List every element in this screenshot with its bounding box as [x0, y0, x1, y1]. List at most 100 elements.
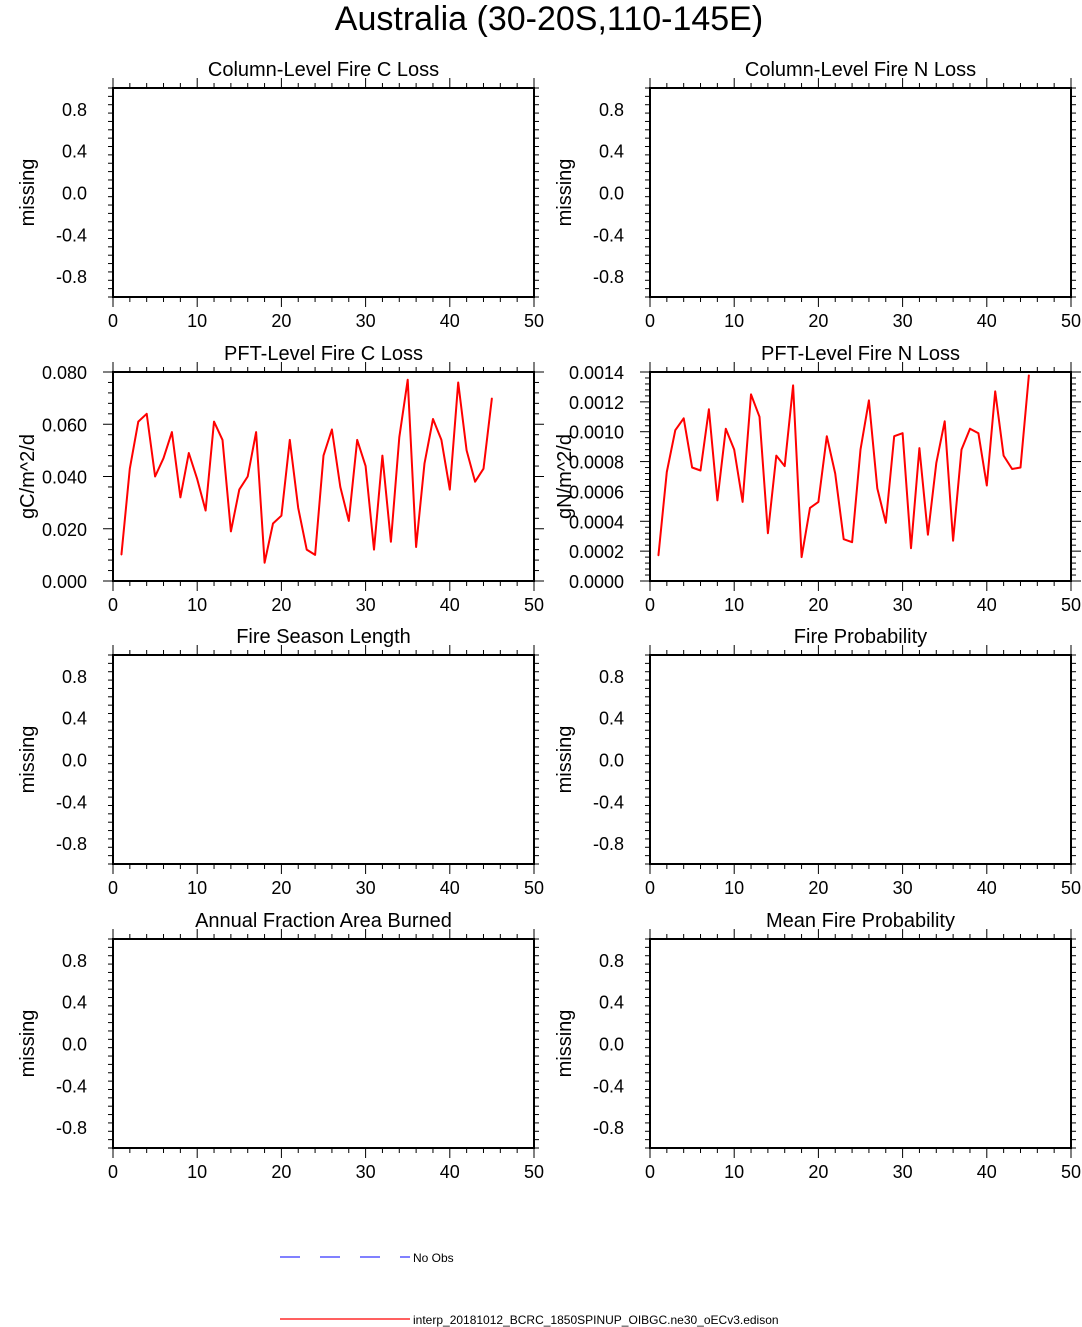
- data-point: [432, 418, 434, 420]
- x-tick-label: 40: [440, 878, 460, 898]
- x-tick-label: 30: [356, 878, 376, 898]
- y-tick-label: 0.0008: [569, 453, 624, 473]
- plot-frame: [112, 371, 535, 582]
- data-point: [129, 468, 131, 470]
- data-point: [339, 486, 341, 488]
- y-tick-label: 0.040: [42, 468, 87, 488]
- panel-6: Fire Probability missing 0 10 20 30 40 50 0.8 0.4…: [554, 626, 1081, 898]
- data-point: [482, 468, 485, 470]
- plot-frame: [649, 938, 1072, 1149]
- y-axis-label: missing: [17, 159, 39, 227]
- x-tick-label: 10: [187, 1162, 207, 1182]
- data-point: [902, 432, 904, 434]
- x-tick-label: 10: [724, 595, 744, 615]
- data-point: [390, 541, 392, 543]
- data-point: [994, 390, 996, 393]
- data-point: [876, 487, 878, 490]
- x-tick-label: 50: [1061, 1162, 1081, 1182]
- y-tick-label: 0.0006: [569, 482, 624, 502]
- data-point: [474, 481, 476, 483]
- y-tick-label: 0.4: [62, 142, 87, 162]
- data-point: [944, 420, 946, 422]
- data-point: [491, 397, 493, 399]
- data-point: [179, 496, 181, 498]
- data-point: [657, 555, 660, 557]
- data-point: [449, 488, 451, 491]
- data-point: [885, 522, 887, 524]
- data-point: [859, 449, 862, 451]
- x-tick-label: 40: [977, 595, 997, 615]
- plot-frame: [649, 87, 1072, 298]
- y-tick-label: 0.4: [599, 142, 624, 162]
- data-point: [137, 421, 139, 423]
- data-point: [800, 556, 803, 558]
- data-point: [986, 484, 988, 487]
- y-tick-label: 0.8: [599, 667, 624, 687]
- y-axis-label: missing: [554, 726, 576, 794]
- x-tick-label: 40: [977, 311, 997, 331]
- data-point: [952, 540, 954, 542]
- y-tick-label: -0.4: [593, 792, 624, 812]
- y-tick-label: 0.0014: [569, 363, 624, 383]
- data-point: [750, 393, 752, 395]
- data-point: [297, 507, 299, 509]
- x-tick-label: 20: [808, 311, 828, 331]
- data-point: [188, 452, 190, 454]
- legend-obs-label: No Obs: [413, 1251, 454, 1265]
- x-tick-label: 40: [440, 1162, 460, 1182]
- y-tick-label: 0.8: [599, 951, 624, 971]
- x-tick-label: 20: [271, 1162, 291, 1182]
- data-point: [767, 532, 769, 534]
- panel-1: Column-Level Fire C Loss missing 0 10 20 30 40…: [17, 59, 544, 331]
- y-tick-label: 0.0002: [569, 542, 624, 562]
- legend-model-label: interp_20181012_BCRC_1850SPINUP_OIBGC.ne…: [413, 1313, 779, 1327]
- y-axis-label: gN/m^2/d: [554, 434, 576, 519]
- x-tick-label: 50: [1061, 311, 1081, 331]
- x-tick-label: 50: [1061, 595, 1081, 615]
- data-point: [708, 408, 710, 410]
- x-tick-label: 30: [356, 311, 376, 331]
- y-tick-label: -0.8: [593, 1118, 624, 1138]
- y-axis-label: missing: [554, 159, 576, 227]
- data-point: [146, 413, 148, 415]
- panel-8: Mean Fire Probability missing 0 10 20 30 40 50 0…: [554, 910, 1081, 1182]
- data-point: [893, 435, 895, 437]
- data-point: [699, 469, 702, 472]
- data-point: [322, 455, 325, 457]
- x-tick-label: 0: [108, 878, 118, 898]
- data-point: [356, 439, 358, 441]
- y-tick-label: 0.0010: [569, 423, 624, 443]
- x-tick-label: 50: [524, 1162, 544, 1182]
- panel-7: Annual Fraction Area Burned missing 0 10 20 3…: [17, 910, 544, 1182]
- panel-title: Fire Probability: [794, 626, 927, 648]
- plot-frame: [112, 654, 535, 865]
- data-point: [423, 462, 426, 465]
- data-point: [398, 436, 400, 438]
- x-tick-label: 10: [187, 311, 207, 331]
- panel-title: Mean Fire Probability: [766, 910, 955, 932]
- x-tick-label: 20: [271, 595, 291, 615]
- x-tick-label: 40: [977, 878, 997, 898]
- y-tick-label: 0.0012: [569, 393, 624, 413]
- y-tick-label: 0.0: [599, 751, 624, 771]
- data-point: [457, 381, 459, 384]
- y-tick-label: -0.4: [56, 1076, 87, 1096]
- data-point: [775, 455, 777, 457]
- data-point: [466, 449, 468, 451]
- data-point: [733, 449, 735, 451]
- panel-title: Column-Level Fire N Loss: [745, 59, 976, 81]
- data-point: [289, 439, 291, 441]
- y-tick-label: 0.8: [62, 951, 87, 971]
- data-point: [843, 538, 845, 540]
- plot-frame: [112, 938, 535, 1149]
- x-tick-label: 50: [524, 595, 544, 615]
- data-point: [230, 530, 232, 532]
- data-point: [834, 472, 836, 475]
- data-point: [120, 554, 123, 556]
- panel-title: Column-Level Fire C Loss: [208, 59, 439, 81]
- y-axis-label: missing: [17, 726, 39, 794]
- y-tick-label: -0.4: [593, 225, 624, 245]
- panels: Column-Level Fire C Loss missing 0 10 20 30 40…: [17, 59, 1081, 1182]
- y-tick-label: 0.0: [62, 751, 87, 771]
